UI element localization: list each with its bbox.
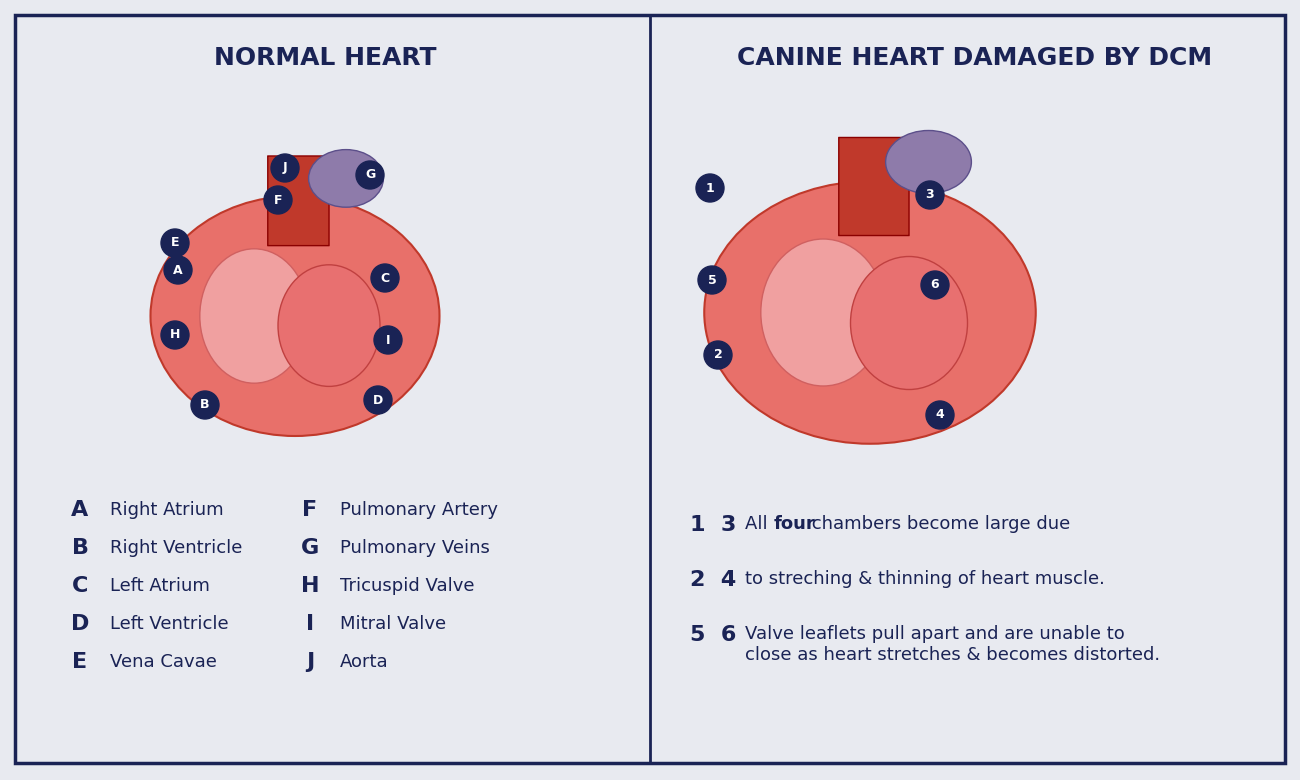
Text: to streching & thinning of heart muscle.: to streching & thinning of heart muscle.: [745, 570, 1105, 588]
Text: All: All: [745, 515, 774, 533]
Text: 1  3: 1 3: [690, 515, 736, 535]
Text: Vena Cavae: Vena Cavae: [111, 653, 217, 671]
Ellipse shape: [151, 196, 439, 436]
Circle shape: [356, 161, 384, 189]
Circle shape: [370, 264, 399, 292]
Text: 4: 4: [936, 409, 944, 421]
Circle shape: [161, 321, 188, 349]
Circle shape: [191, 391, 218, 419]
Ellipse shape: [278, 264, 380, 386]
Ellipse shape: [760, 239, 885, 386]
Text: I: I: [306, 614, 315, 634]
Text: J: J: [282, 161, 287, 175]
Text: Valve leaflets pull apart and are unable to
close as heart stretches & becomes d: Valve leaflets pull apart and are unable…: [745, 625, 1160, 664]
Text: Aorta: Aorta: [341, 653, 389, 671]
Text: Pulmonary Artery: Pulmonary Artery: [341, 501, 498, 519]
FancyBboxPatch shape: [16, 15, 1284, 763]
Ellipse shape: [885, 130, 971, 193]
Text: I: I: [386, 334, 390, 346]
Ellipse shape: [850, 257, 967, 389]
Circle shape: [705, 341, 732, 369]
Text: 6: 6: [931, 278, 940, 292]
Text: J: J: [306, 652, 315, 672]
Text: 5  6: 5 6: [690, 625, 736, 645]
Text: H: H: [300, 576, 320, 596]
Text: B: B: [200, 399, 209, 412]
Text: four: four: [774, 515, 815, 533]
FancyBboxPatch shape: [268, 156, 329, 246]
FancyBboxPatch shape: [838, 137, 909, 236]
Circle shape: [364, 386, 393, 414]
Text: G: G: [300, 538, 318, 558]
Text: Pulmonary Veins: Pulmonary Veins: [341, 539, 490, 557]
Circle shape: [270, 154, 299, 182]
Circle shape: [164, 256, 192, 284]
Text: F: F: [303, 500, 317, 520]
Circle shape: [374, 326, 402, 354]
Circle shape: [698, 266, 725, 294]
Ellipse shape: [705, 181, 1036, 444]
Circle shape: [696, 174, 724, 202]
Text: NORMAL HEART: NORMAL HEART: [213, 46, 437, 70]
Text: G: G: [365, 168, 376, 182]
Circle shape: [264, 186, 292, 214]
Ellipse shape: [308, 150, 383, 207]
Text: H: H: [170, 328, 181, 342]
Text: E: E: [73, 652, 87, 672]
Text: B: B: [72, 538, 88, 558]
Text: Mitral Valve: Mitral Valve: [341, 615, 446, 633]
Text: D: D: [70, 614, 90, 634]
Text: Tricuspid Valve: Tricuspid Valve: [341, 577, 474, 595]
Text: A: A: [173, 264, 183, 276]
Circle shape: [916, 181, 944, 209]
Text: 5: 5: [707, 274, 716, 286]
Text: Left Ventricle: Left Ventricle: [111, 615, 229, 633]
Circle shape: [926, 401, 954, 429]
Text: D: D: [373, 393, 384, 406]
Text: C: C: [72, 576, 88, 596]
Text: 2  4: 2 4: [690, 570, 736, 590]
Text: 3: 3: [926, 189, 935, 201]
Text: Right Ventricle: Right Ventricle: [111, 539, 242, 557]
Text: A: A: [72, 500, 88, 520]
Text: E: E: [170, 236, 179, 250]
Circle shape: [920, 271, 949, 299]
Text: 2: 2: [714, 349, 723, 361]
Text: 1: 1: [706, 182, 715, 194]
Text: F: F: [274, 193, 282, 207]
Ellipse shape: [200, 249, 308, 383]
Text: Right Atrium: Right Atrium: [111, 501, 224, 519]
Text: chambers become large due: chambers become large due: [806, 515, 1070, 533]
Text: Left Atrium: Left Atrium: [111, 577, 209, 595]
Circle shape: [161, 229, 188, 257]
Text: C: C: [381, 271, 390, 285]
Text: CANINE HEART DAMAGED BY DCM: CANINE HEART DAMAGED BY DCM: [737, 46, 1213, 70]
